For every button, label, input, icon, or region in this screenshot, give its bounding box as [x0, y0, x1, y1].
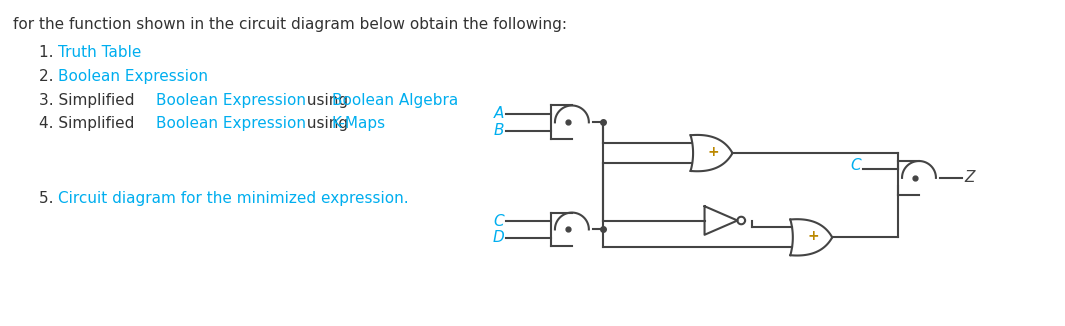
Text: Boolean Expression: Boolean Expression: [58, 69, 208, 84]
Text: K-Maps: K-Maps: [331, 116, 386, 131]
Text: B: B: [493, 123, 504, 138]
Text: Truth Table: Truth Table: [58, 45, 142, 60]
Text: C: C: [493, 214, 504, 229]
Text: using: using: [301, 116, 353, 131]
Text: for the function shown in the circuit diagram below obtain the following:: for the function shown in the circuit di…: [14, 17, 568, 32]
Text: +: +: [807, 230, 819, 244]
Text: Z: Z: [964, 170, 974, 185]
Text: Circuit diagram for the minimized expression.: Circuit diagram for the minimized expres…: [58, 191, 408, 206]
Text: 3. Simplified: 3. Simplified: [39, 93, 140, 108]
Text: +: +: [708, 145, 719, 159]
Text: 1.: 1.: [39, 45, 59, 60]
Text: A: A: [494, 106, 504, 121]
Text: D: D: [492, 230, 504, 245]
Text: using: using: [301, 93, 353, 108]
Text: Boolean Expression: Boolean Expression: [157, 116, 307, 131]
Text: 4. Simplified: 4. Simplified: [39, 116, 140, 131]
Text: Boolean Expression: Boolean Expression: [157, 93, 307, 108]
Text: 5.: 5.: [39, 191, 59, 206]
Text: 2.: 2.: [39, 69, 59, 84]
Text: C: C: [851, 158, 862, 173]
Text: Boolean Algebra: Boolean Algebra: [331, 93, 458, 108]
